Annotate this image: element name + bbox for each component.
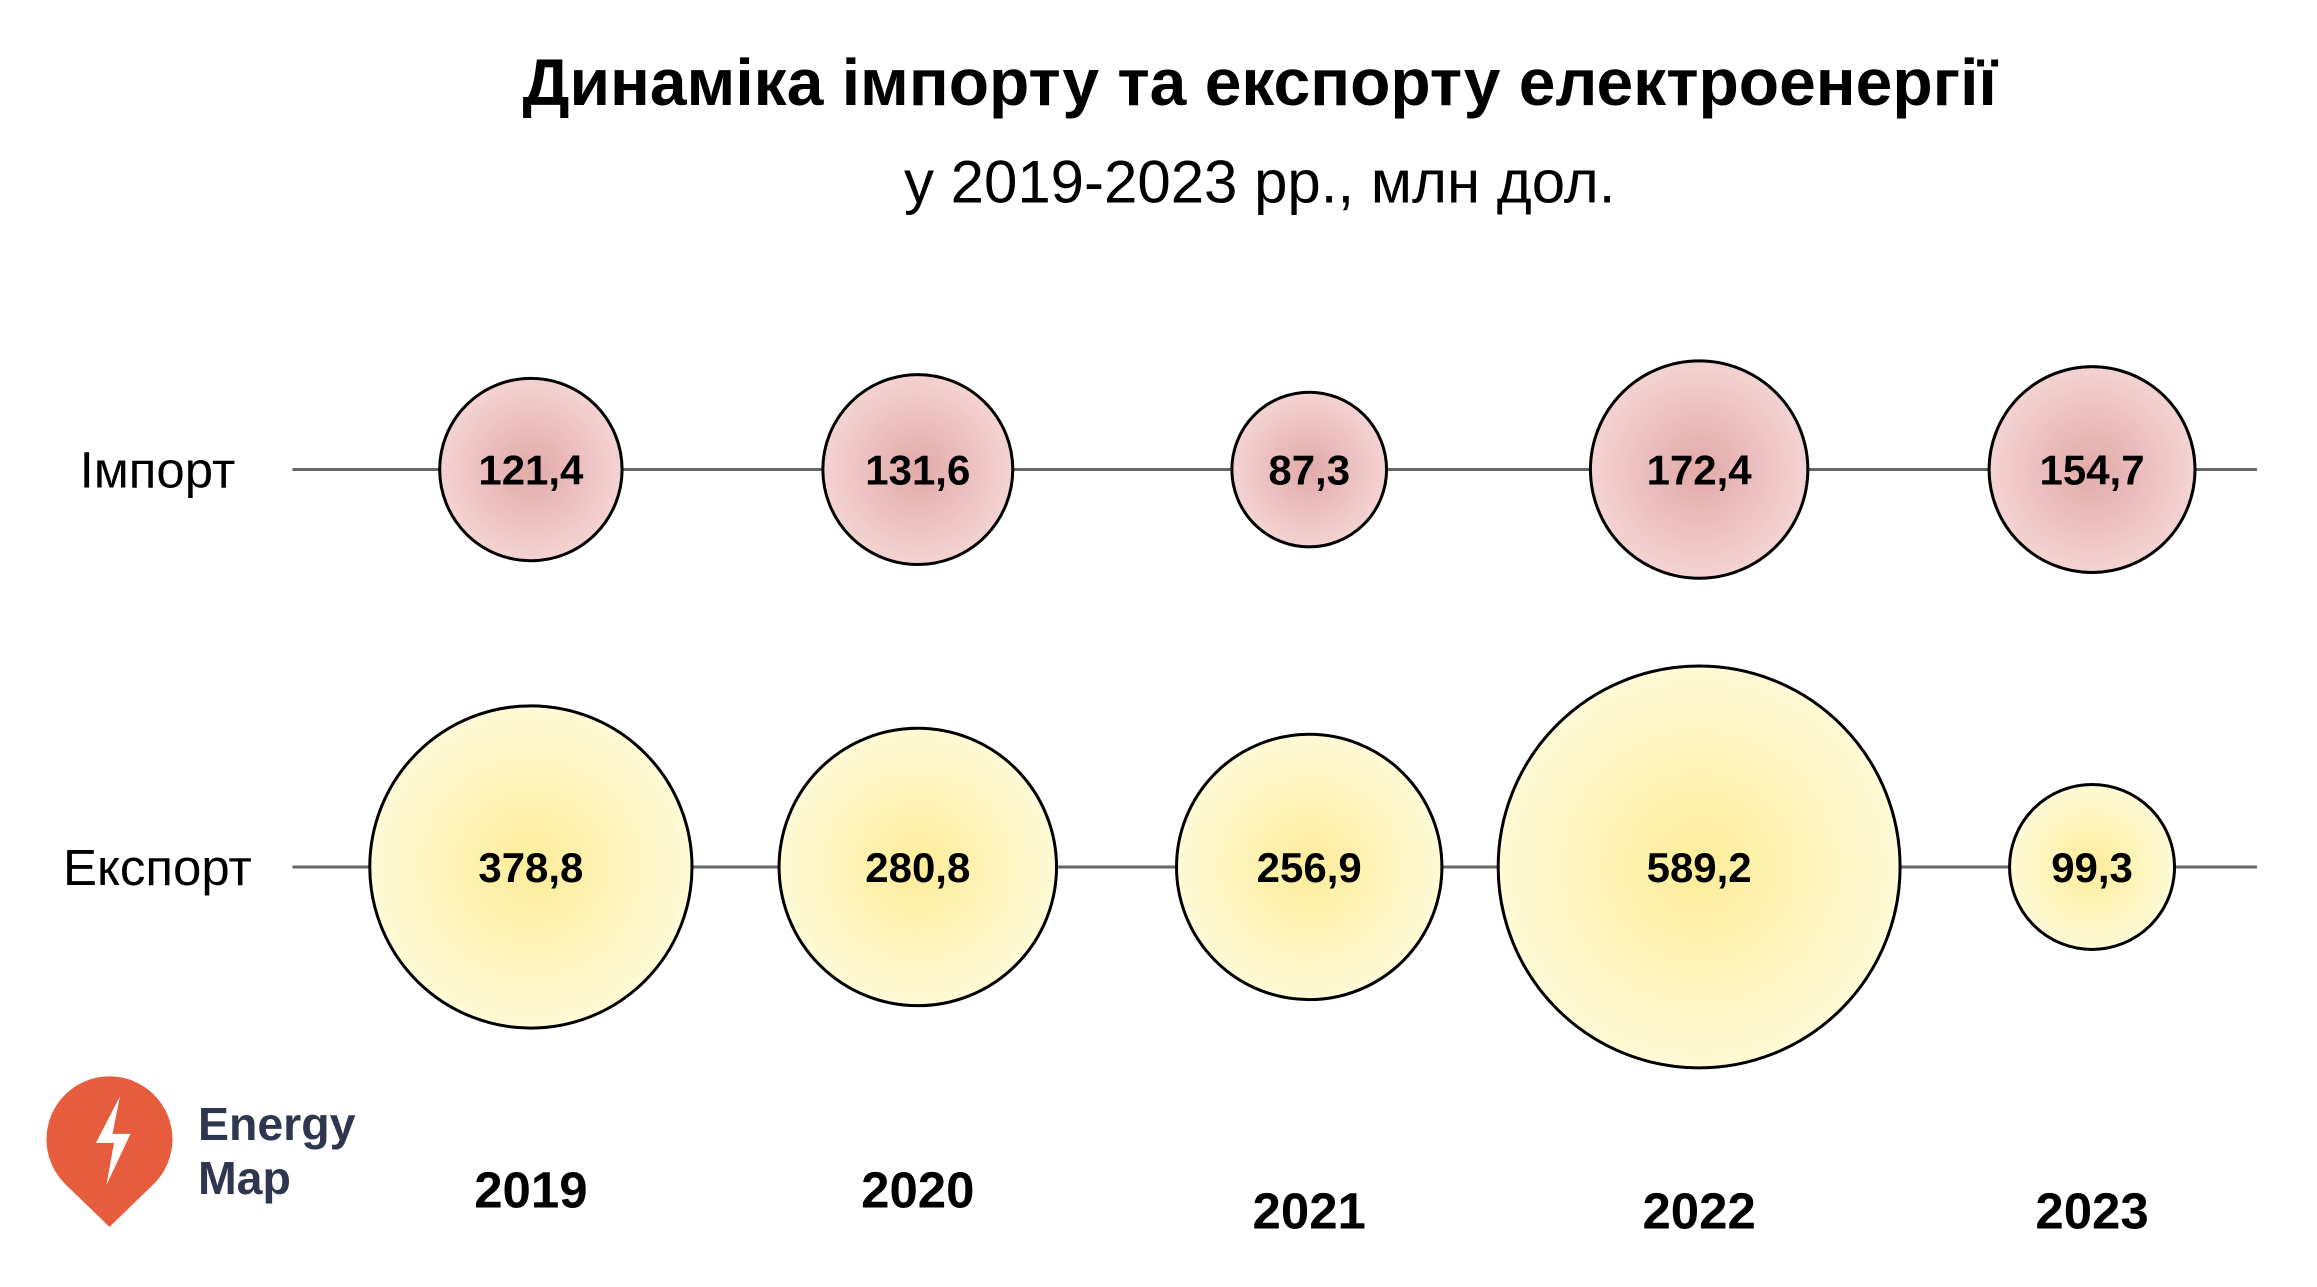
lightning-icon	[95, 1096, 131, 1185]
logo-text-energy: Energy	[198, 1098, 356, 1150]
chart-subtitle: у 2019-2023 рр., млн дол.	[904, 149, 1615, 216]
map-pin-icon	[46, 1076, 173, 1227]
data-label: 172,4	[1647, 447, 1753, 494]
series-label: Експорт	[63, 839, 252, 896]
year-label: 2021	[1253, 1182, 1366, 1239]
bubble	[821, 373, 1015, 567]
bubble	[1496, 664, 1902, 1070]
series-1: Експорт 378,8 280,8 256,9 589,2 99,3	[63, 664, 2258, 1070]
bubble	[368, 704, 694, 1030]
year-label: 2022	[1642, 1182, 1755, 1239]
data-label: 121,4	[478, 447, 584, 494]
data-label: 99,3	[2051, 844, 2133, 891]
year-label: 2020	[861, 1161, 974, 1218]
bubble	[1588, 359, 1810, 580]
bubble	[438, 376, 624, 563]
data-label: 589,2	[1647, 844, 1752, 891]
bubble	[1175, 732, 1444, 1002]
year-label: 2023	[2035, 1182, 2148, 1239]
chart-title: Динаміка імпорту та експорту електроенер…	[522, 45, 1998, 119]
data-label: 280,8	[865, 844, 970, 891]
series-label: Імпорт	[80, 442, 236, 499]
data-label: 256,9	[1257, 844, 1362, 891]
data-label: 378,8	[478, 844, 583, 891]
energy-map-logo: Energy Map	[46, 1076, 356, 1227]
data-label: 87,3	[1268, 447, 1350, 494]
bubble	[1987, 365, 2197, 575]
data-label: 154,7	[2040, 447, 2145, 494]
series-0: Імпорт 121,4 131,6 87,3 172,4 154,7	[80, 359, 2258, 580]
logo-text-map: Map	[198, 1152, 291, 1204]
data-label: 131,6	[865, 447, 970, 494]
bubble	[2008, 782, 2177, 951]
bubble	[1230, 390, 1389, 549]
bubble	[777, 726, 1059, 1008]
year-label: 2019	[474, 1161, 587, 1218]
